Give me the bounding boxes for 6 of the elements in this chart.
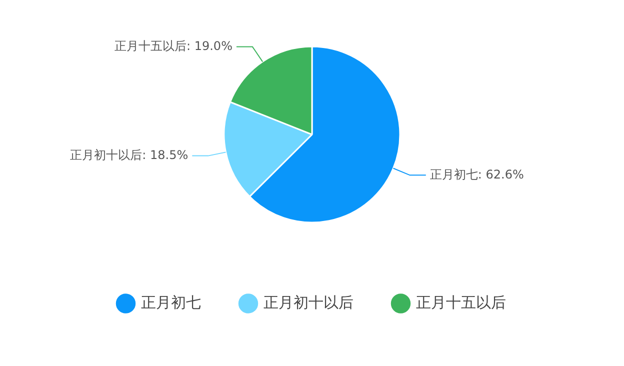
legend-label: 正月初七	[140, 293, 201, 312]
data-label: 正月十五以后: 19.0%	[114, 38, 232, 53]
data-label: 正月初七: 62.6%	[430, 167, 524, 182]
legend-label: 正月十五以后	[416, 293, 506, 312]
legend-label: 正月初十以后	[263, 293, 354, 312]
data-label: 正月初十以后: 18.5%	[70, 148, 188, 162]
